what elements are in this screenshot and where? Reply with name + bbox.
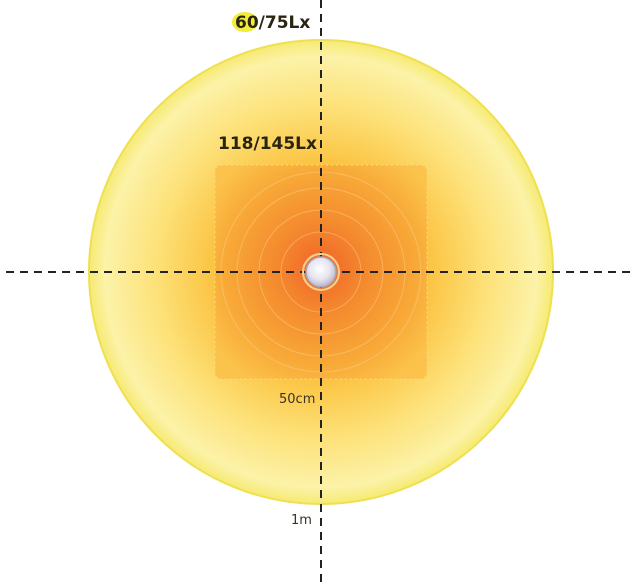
outer-illuminance-label: 60/75Lx — [235, 13, 310, 33]
outer-label-highlight — [232, 12, 258, 32]
outer-distance-label: 1m — [291, 513, 312, 528]
lamp-rim — [302, 253, 340, 291]
inner-illuminance-label: 118/145Lx — [218, 134, 317, 154]
lamp-icon — [305, 256, 337, 288]
inner-distance-label: 50cm — [279, 392, 315, 407]
